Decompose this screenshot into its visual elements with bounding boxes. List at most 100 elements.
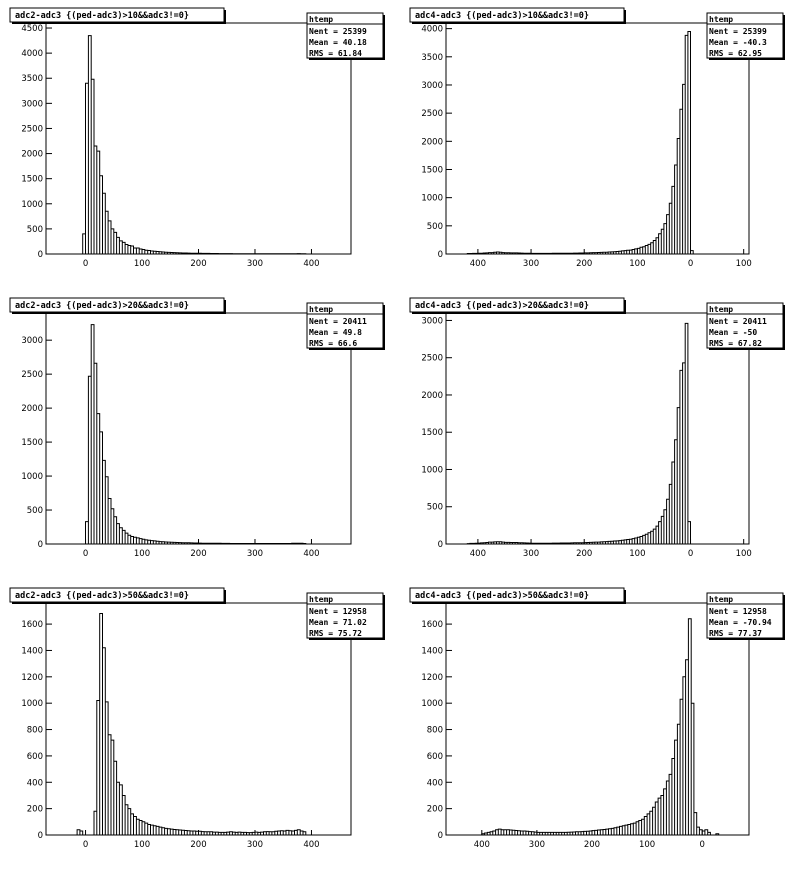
x-tick-label: 200 — [584, 840, 600, 850]
stats-line: RMS = 75.72 — [309, 629, 362, 638]
y-tick-label: 500 — [427, 503, 443, 513]
histogram-outline — [85, 324, 307, 544]
stats-box — [706, 12, 784, 59]
y-tick-label: 4000 — [21, 49, 43, 59]
x-tick-label: 400 — [470, 259, 486, 269]
x-tick-label: 300 — [529, 840, 545, 850]
y-tick-label: 1400 — [21, 646, 43, 656]
chart-title: adc4-adc3 {(ped-adc3)>20&&adc3!=0} — [415, 301, 589, 311]
y-tick-label: 1000 — [421, 194, 443, 204]
title-box — [9, 297, 225, 313]
x-tick-label: 100 — [736, 549, 752, 559]
y-tick-label: 1000 — [21, 200, 43, 210]
histogram-outline — [82, 35, 307, 255]
x-tick-label: 0 — [688, 549, 693, 559]
stats-box — [306, 592, 384, 639]
stats-name: htemp — [309, 305, 333, 314]
x-tick-label: 0 — [83, 259, 88, 269]
stats-line: Mean = 49.8 — [309, 328, 362, 337]
stats-line: Mean = -70.94 — [709, 618, 772, 627]
y-tick-label: 200 — [27, 805, 43, 815]
x-tick-label: 300 — [247, 259, 263, 269]
y-tick-label: 500 — [27, 506, 43, 516]
x-tick-label: 100 — [629, 259, 645, 269]
plot-frame — [445, 22, 750, 255]
y-tick-label: 800 — [27, 726, 43, 736]
x-tick-label: 300 — [523, 549, 539, 559]
stats-line: Nent = 20411 — [709, 317, 767, 326]
y-tick-label: 1400 — [421, 646, 443, 656]
y-tick-label: 1000 — [421, 465, 443, 475]
plot-frame — [445, 312, 750, 545]
x-tick-label: 400 — [303, 549, 319, 559]
x-tick-label: 0 — [699, 840, 704, 850]
stats-line: RMS = 62.95 — [709, 49, 762, 58]
y-tick-label: 800 — [427, 726, 443, 736]
title-box — [409, 297, 625, 313]
stats-line: RMS = 67.82 — [709, 339, 762, 348]
y-tick-label: 1200 — [421, 673, 443, 683]
y-tick-label: 0 — [438, 831, 443, 841]
plot-frame — [45, 312, 352, 545]
title-box — [9, 7, 225, 23]
y-tick-label: 2500 — [421, 109, 443, 119]
y-tick-label: 1500 — [21, 438, 43, 448]
stats-name: htemp — [709, 15, 733, 24]
histogram-outline — [466, 322, 691, 545]
x-tick-label: 200 — [576, 549, 592, 559]
x-tick-label: 100 — [629, 549, 645, 559]
y-tick-label: 3000 — [421, 316, 443, 326]
stats-name: htemp — [309, 15, 333, 24]
x-tick-label: 400 — [474, 840, 490, 850]
y-tick-label: 0 — [38, 540, 43, 550]
stats-box — [306, 302, 384, 349]
histogram-panel: 0 100 200 300 400050010001500200025003000350… — [9, 7, 385, 269]
stats-line: Nent = 12958 — [309, 607, 367, 616]
x-tick-label: 200 — [190, 259, 206, 269]
y-tick-label: 3000 — [421, 81, 443, 91]
histogram-outline — [466, 31, 694, 254]
y-tick-label: 4500 — [21, 24, 43, 34]
x-tick-label: 300 — [523, 259, 539, 269]
y-tick-label: 500 — [427, 222, 443, 232]
stats-line: RMS = 66.6 — [309, 339, 357, 348]
x-tick-label: 300 — [247, 549, 263, 559]
y-tick-label: 2000 — [421, 137, 443, 147]
x-tick-label: 100 — [134, 840, 150, 850]
stats-line: Nent = 20411 — [309, 317, 367, 326]
plot-frame — [445, 602, 750, 836]
stats-box — [306, 12, 384, 59]
histogram-outline — [481, 618, 720, 835]
y-tick-label: 1500 — [421, 428, 443, 438]
stats-line: RMS = 77.37 — [709, 629, 762, 638]
x-tick-label: 400 — [303, 840, 319, 850]
x-tick-label: 200 — [190, 840, 206, 850]
histogram-panel: 0 100 200 300 400 0 200 400 600 800 1000 1200 1400 16… — [409, 587, 785, 850]
y-tick-label: 2000 — [21, 150, 43, 160]
histogram-panel: 1000100200300400050010001500200025003000… — [409, 297, 785, 559]
stats-line: RMS = 61.84 — [309, 49, 362, 58]
y-tick-label: 1000 — [21, 699, 43, 709]
y-tick-label: 1600 — [421, 620, 443, 630]
stats-line: Nent = 25399 — [309, 27, 367, 36]
x-tick-label: 0 — [83, 840, 88, 850]
plot-frame — [45, 602, 352, 836]
y-tick-label: 0 — [438, 250, 443, 260]
y-tick-label: 0 — [38, 250, 43, 260]
histogram-panel: 0 100 200 300 400 0 200 400 600 800 1000 1200 1400 16… — [9, 587, 385, 850]
y-tick-label: 1200 — [21, 673, 43, 683]
x-tick-label: 300 — [247, 840, 263, 850]
y-tick-label: 4000 — [421, 25, 443, 35]
y-tick-label: 600 — [427, 752, 443, 762]
y-tick-label: 2000 — [21, 404, 43, 414]
title-box — [409, 7, 625, 23]
x-tick-label: 400 — [303, 259, 319, 269]
y-tick-label: 400 — [427, 778, 443, 788]
y-tick-label: 3000 — [21, 99, 43, 109]
y-tick-label: 600 — [27, 752, 43, 762]
y-tick-label: 2500 — [421, 354, 443, 364]
stats-name: htemp — [309, 595, 333, 604]
y-tick-label: 2500 — [21, 124, 43, 134]
stats-line: Nent = 25399 — [709, 27, 767, 36]
